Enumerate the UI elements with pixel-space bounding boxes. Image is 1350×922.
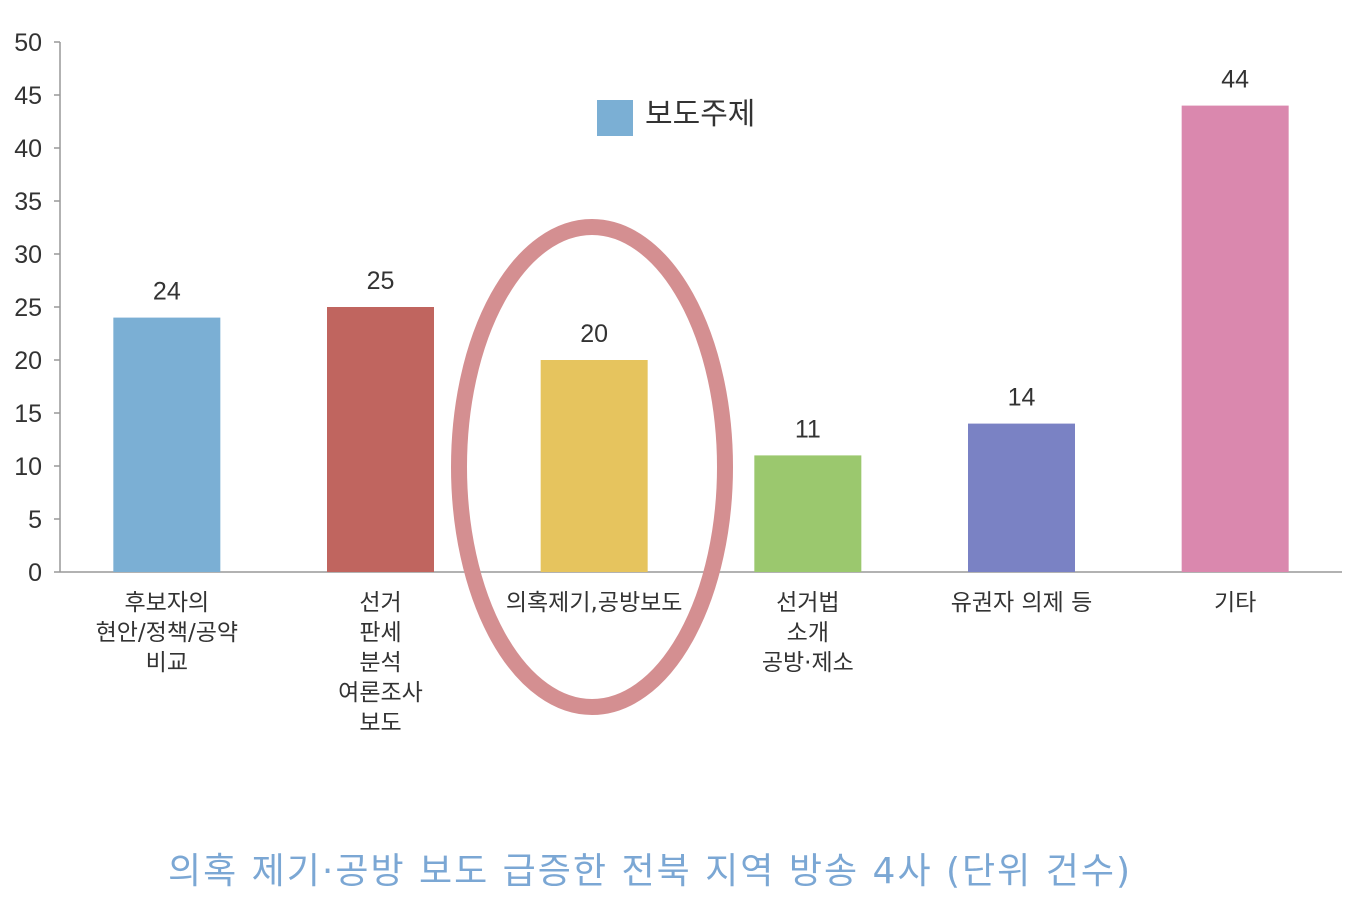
x-tick-label: 판세 [359,620,401,646]
bar-chart: 0 5 10 15 20 25 30 35 40 45 50 24 25 20 11 14 44 후보자의현안… [14,29,1342,736]
y-tick-label: 10 [14,453,42,481]
x-tick-label: 보도 [359,710,401,736]
value-labels: 24 25 20 11 14 44 [153,66,1249,444]
y-tick-label: 45 [14,82,42,110]
bar-value-label: 44 [1221,66,1249,94]
bar-value-label: 25 [367,267,395,295]
x-tick-label: 선거 [359,590,401,616]
legend: 보도주제 [597,97,755,136]
x-tick-label: 유권자 의제 등 [951,590,1093,616]
x-tick-label: 비교 [146,650,188,676]
bar-value-label: 14 [1008,384,1036,412]
x-tick-label: 선거법 [776,590,839,616]
bar-value-label: 20 [580,320,608,348]
x-tick-label: 의혹제기,공방보도 [506,590,683,616]
legend-swatch [597,100,633,136]
bar-value-label: 24 [153,278,181,306]
bar [113,317,221,572]
bar [754,455,862,572]
chart-caption: 의혹 제기·공방 보도 급증한 전북 지역 방송 4사 (단위 건수) [167,851,1133,892]
x-tick-label: 분석 [359,650,401,676]
y-tick-label: 20 [14,347,42,375]
y-axis: 0 5 10 15 20 25 30 35 40 45 50 [14,29,1342,587]
bars [113,105,1289,572]
x-tick-label: 여론조사 [338,680,423,706]
y-tick-label: 50 [14,29,42,57]
bar [968,423,1075,572]
y-tick-label: 35 [14,188,42,216]
legend-label: 보도주제 [645,97,755,132]
y-tick-label: 25 [14,294,42,322]
highlight-circle [451,219,733,715]
y-tick-label: 30 [14,241,42,269]
x-tick-label: 후보자의 [125,590,210,616]
bar-value-label: 11 [795,415,821,443]
bar [327,307,434,572]
x-tick-label: 기타 [1214,590,1256,616]
bar [1181,105,1289,572]
y-tick-label: 5 [28,506,42,534]
y-tick-label: 40 [14,135,42,163]
y-tick-label: 15 [14,400,42,428]
x-tick-label: 공방·제소 [762,650,854,676]
x-tick-label: 소개 [787,620,829,646]
y-tick-label: 0 [28,559,42,587]
bar [540,360,648,572]
x-tick-label: 현안/정책/공약 [96,620,238,646]
